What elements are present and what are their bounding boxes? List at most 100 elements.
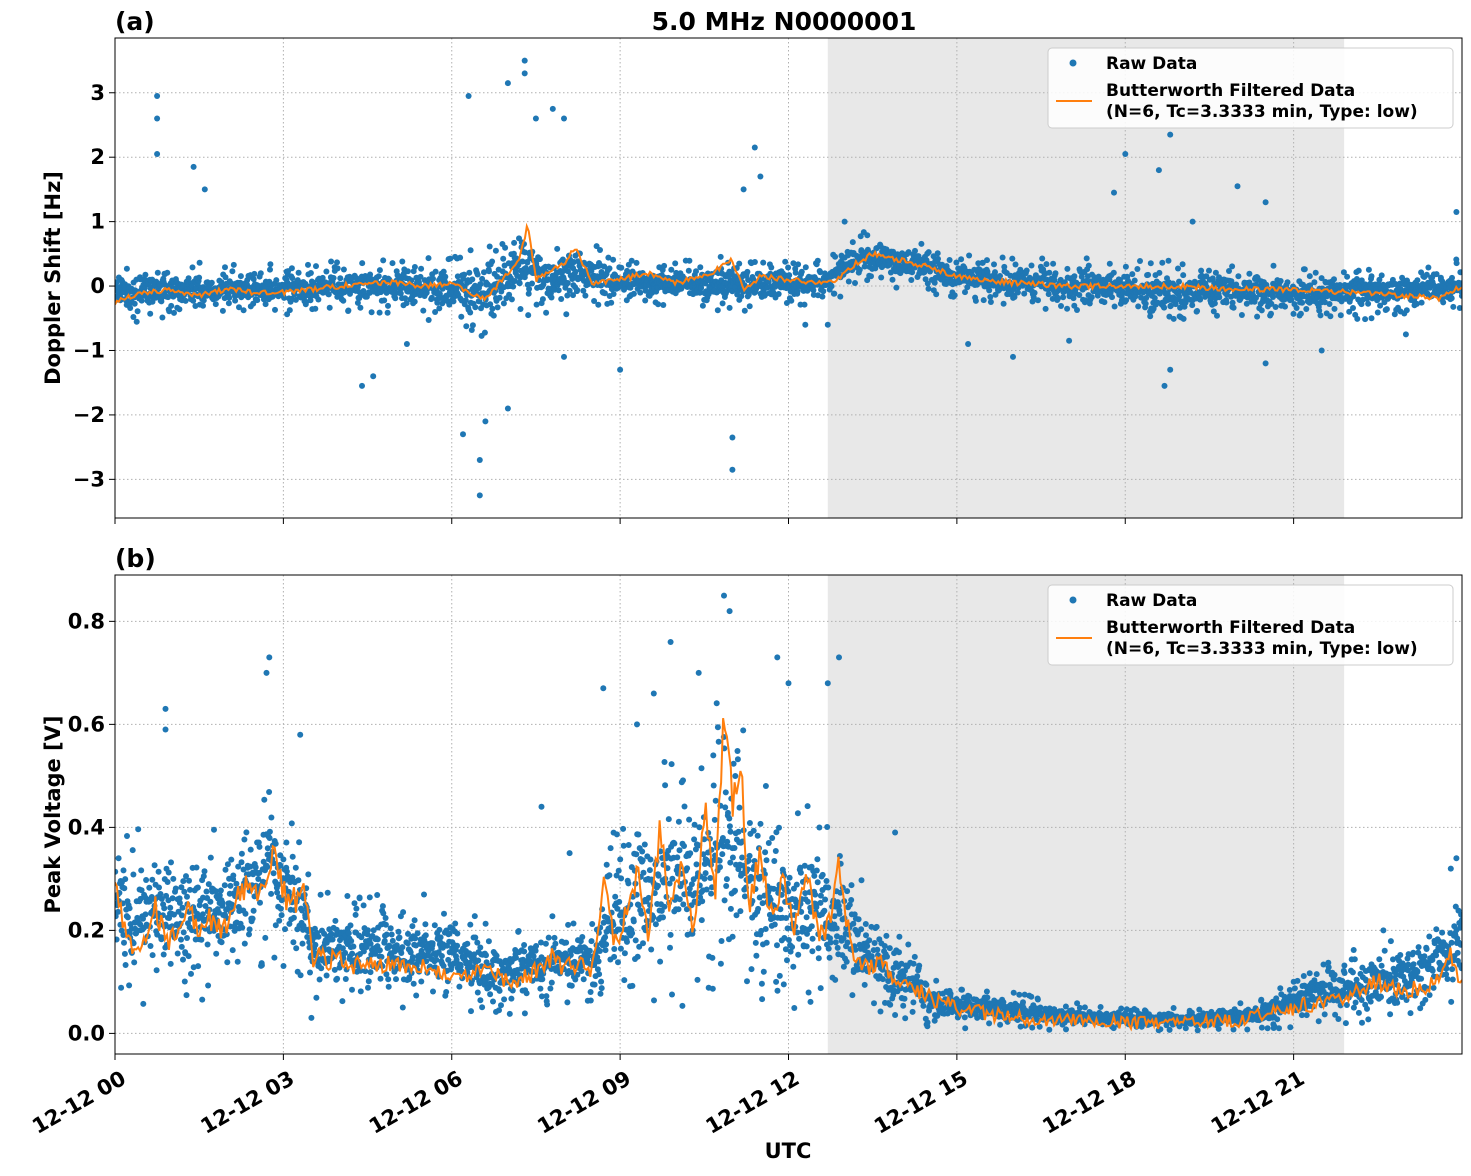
raw-data-point	[272, 307, 278, 313]
raw-data-point	[698, 285, 704, 291]
raw-data-point	[121, 885, 127, 891]
raw-data-point	[635, 832, 641, 838]
raw-data-point	[186, 953, 192, 959]
raw-data-point	[156, 885, 162, 891]
raw-data-point	[735, 756, 741, 762]
raw-data-point	[543, 310, 549, 316]
raw-data-point	[727, 823, 733, 829]
raw-data-point	[785, 265, 791, 271]
raw-data-point	[715, 307, 721, 313]
raw-data-point	[1414, 277, 1420, 283]
raw-data-point	[543, 941, 549, 947]
raw-data-point	[679, 1003, 685, 1009]
raw-data-point	[197, 260, 203, 266]
raw-data-point	[179, 944, 185, 950]
raw-data-point	[850, 239, 856, 245]
raw-data-point	[1214, 313, 1220, 319]
raw-data-point	[204, 889, 210, 895]
raw-data-point	[763, 783, 769, 789]
raw-data-point	[235, 959, 241, 965]
raw-data-point	[1107, 261, 1113, 267]
raw-data-point	[400, 909, 406, 915]
raw-data-point	[564, 999, 570, 1005]
raw-data-point	[209, 280, 215, 286]
raw-data-point	[150, 952, 156, 958]
raw-data-point	[295, 877, 301, 883]
raw-data-point	[507, 1011, 513, 1017]
raw-data-point	[1084, 255, 1090, 261]
raw-data-point	[722, 897, 728, 903]
raw-data-point	[517, 280, 523, 286]
raw-data-point	[1064, 266, 1070, 272]
raw-data-point	[250, 916, 256, 922]
raw-data-point	[533, 116, 539, 122]
raw-data-point	[152, 862, 158, 868]
raw-data-point	[773, 979, 779, 985]
raw-data-point	[1271, 263, 1277, 269]
raw-data-point	[340, 298, 346, 304]
raw-data-point	[349, 987, 355, 993]
raw-data-point	[1384, 306, 1390, 312]
raw-data-point	[616, 927, 622, 933]
raw-data-point	[992, 269, 998, 275]
raw-data-point	[1365, 301, 1371, 307]
raw-data-point	[986, 287, 992, 293]
raw-data-point	[965, 341, 971, 347]
raw-data-point	[795, 261, 801, 267]
raw-data-point	[405, 268, 411, 274]
raw-data-point	[625, 880, 631, 886]
raw-data-point	[318, 965, 324, 971]
raw-data-point	[1180, 261, 1186, 267]
raw-data-point	[154, 116, 160, 122]
raw-data-point	[222, 882, 228, 888]
raw-data-point	[634, 260, 640, 266]
raw-data-point	[475, 990, 481, 996]
raw-data-point	[317, 977, 323, 983]
raw-data-point	[1134, 266, 1140, 272]
raw-data-point	[280, 856, 286, 862]
raw-data-point	[760, 260, 766, 266]
raw-data-point	[121, 867, 127, 873]
raw-data-point	[331, 275, 337, 281]
raw-data-point	[339, 998, 345, 1004]
raw-data-point	[638, 911, 644, 917]
raw-data-point	[810, 936, 816, 942]
raw-data-point	[357, 305, 363, 311]
raw-data-point	[811, 873, 817, 879]
raw-data-point	[552, 941, 558, 947]
raw-data-point	[677, 896, 683, 902]
raw-data-point	[554, 246, 560, 252]
raw-data-point	[788, 298, 794, 304]
raw-data-point	[1009, 256, 1015, 262]
raw-data-point	[518, 306, 524, 312]
raw-data-point	[533, 943, 539, 949]
raw-data-point	[752, 145, 758, 151]
raw-data-point	[315, 297, 321, 303]
raw-data-point	[550, 106, 556, 112]
raw-data-point	[243, 911, 249, 917]
raw-data-point	[713, 798, 719, 804]
raw-data-point	[798, 870, 804, 876]
raw-data-point	[188, 971, 194, 977]
raw-data-point	[699, 917, 705, 923]
raw-data-point	[684, 865, 690, 871]
raw-data-point	[139, 298, 145, 304]
raw-data-point	[1044, 261, 1050, 267]
raw-data-point	[655, 301, 661, 307]
raw-data-point	[719, 938, 725, 944]
raw-data-point	[786, 937, 792, 943]
raw-data-point	[598, 979, 604, 985]
raw-data-point	[676, 906, 682, 912]
raw-data-point	[308, 270, 314, 276]
raw-data-point	[795, 952, 801, 958]
raw-data-point	[369, 309, 375, 315]
raw-data-point	[722, 804, 728, 810]
raw-data-point	[744, 978, 750, 984]
raw-data-point	[648, 947, 654, 953]
raw-data-point	[205, 983, 211, 989]
raw-data-point	[439, 953, 445, 959]
raw-data-point	[289, 820, 295, 826]
raw-data-point	[184, 894, 190, 900]
raw-data-point	[1449, 275, 1455, 281]
